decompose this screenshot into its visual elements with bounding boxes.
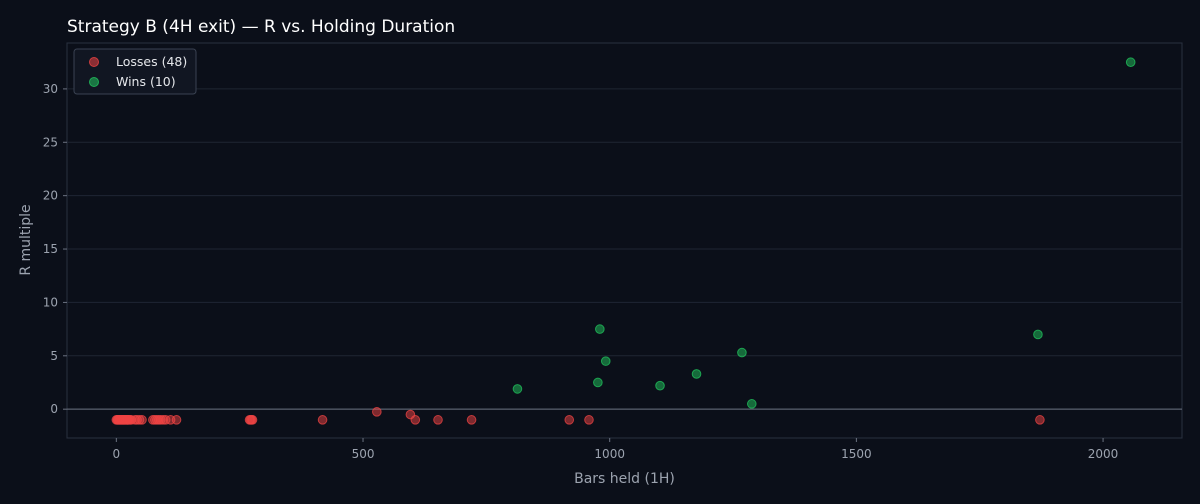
win-point: [593, 377, 603, 388]
legend-label-losses: Losses (48): [116, 54, 187, 69]
loss-point: [137, 415, 147, 425]
loss-point: [1035, 415, 1045, 425]
grid-layer: [67, 88, 1182, 410]
loss-point: [247, 415, 258, 425]
loss-point: [584, 415, 594, 425]
loss-point: [317, 415, 328, 425]
plot-area: [66, 42, 1183, 439]
y-tick-label: 15: [43, 242, 58, 256]
loss-point: [433, 415, 443, 425]
legend: Losses (48) Wins (10): [73, 48, 197, 95]
legend-box: [73, 48, 197, 95]
win-point: [746, 399, 757, 409]
x-axis-label: Bars held (1H): [574, 471, 675, 487]
loss-point: [171, 415, 182, 425]
win-point: [691, 369, 702, 379]
y-tick-label: 20: [43, 189, 58, 203]
ticks-layer: 0 5 10 15 20 25 30 0 500 1000 1500 2000: [43, 82, 1119, 461]
loss-point: [122, 415, 133, 425]
y-axis-label: R multiple: [18, 204, 34, 275]
y-tick-label: 0: [50, 402, 58, 416]
y-tick-label: 5: [50, 349, 58, 363]
win-point: [655, 380, 665, 391]
loss-point: [410, 415, 421, 425]
points-layer: [111, 57, 1136, 425]
x-tick-label: 1500: [841, 447, 872, 461]
x-tick-label: 500: [352, 447, 375, 461]
y-tick-label: 30: [43, 82, 58, 96]
x-tick-label: 0: [113, 447, 121, 461]
win-point: [512, 384, 523, 394]
win-point: [737, 347, 747, 358]
loss-point: [466, 415, 477, 425]
win-point: [600, 356, 611, 366]
loss-point: [372, 407, 382, 417]
win-point: [1033, 329, 1043, 340]
loss-point: [564, 415, 575, 425]
legend-label-wins: Wins (10): [116, 74, 176, 89]
legend-marker-wins: [89, 77, 99, 87]
legend-marker-losses: [89, 57, 99, 67]
x-tick-label: 2000: [1088, 447, 1119, 461]
win-point: [1125, 57, 1136, 68]
x-tick-label: 1000: [594, 447, 625, 461]
win-point: [595, 324, 605, 334]
chart-title: Strategy B (4H exit) — R vs. Holding Dur…: [67, 17, 455, 37]
y-tick-label: 25: [43, 135, 58, 149]
y-tick-label: 10: [43, 295, 58, 309]
